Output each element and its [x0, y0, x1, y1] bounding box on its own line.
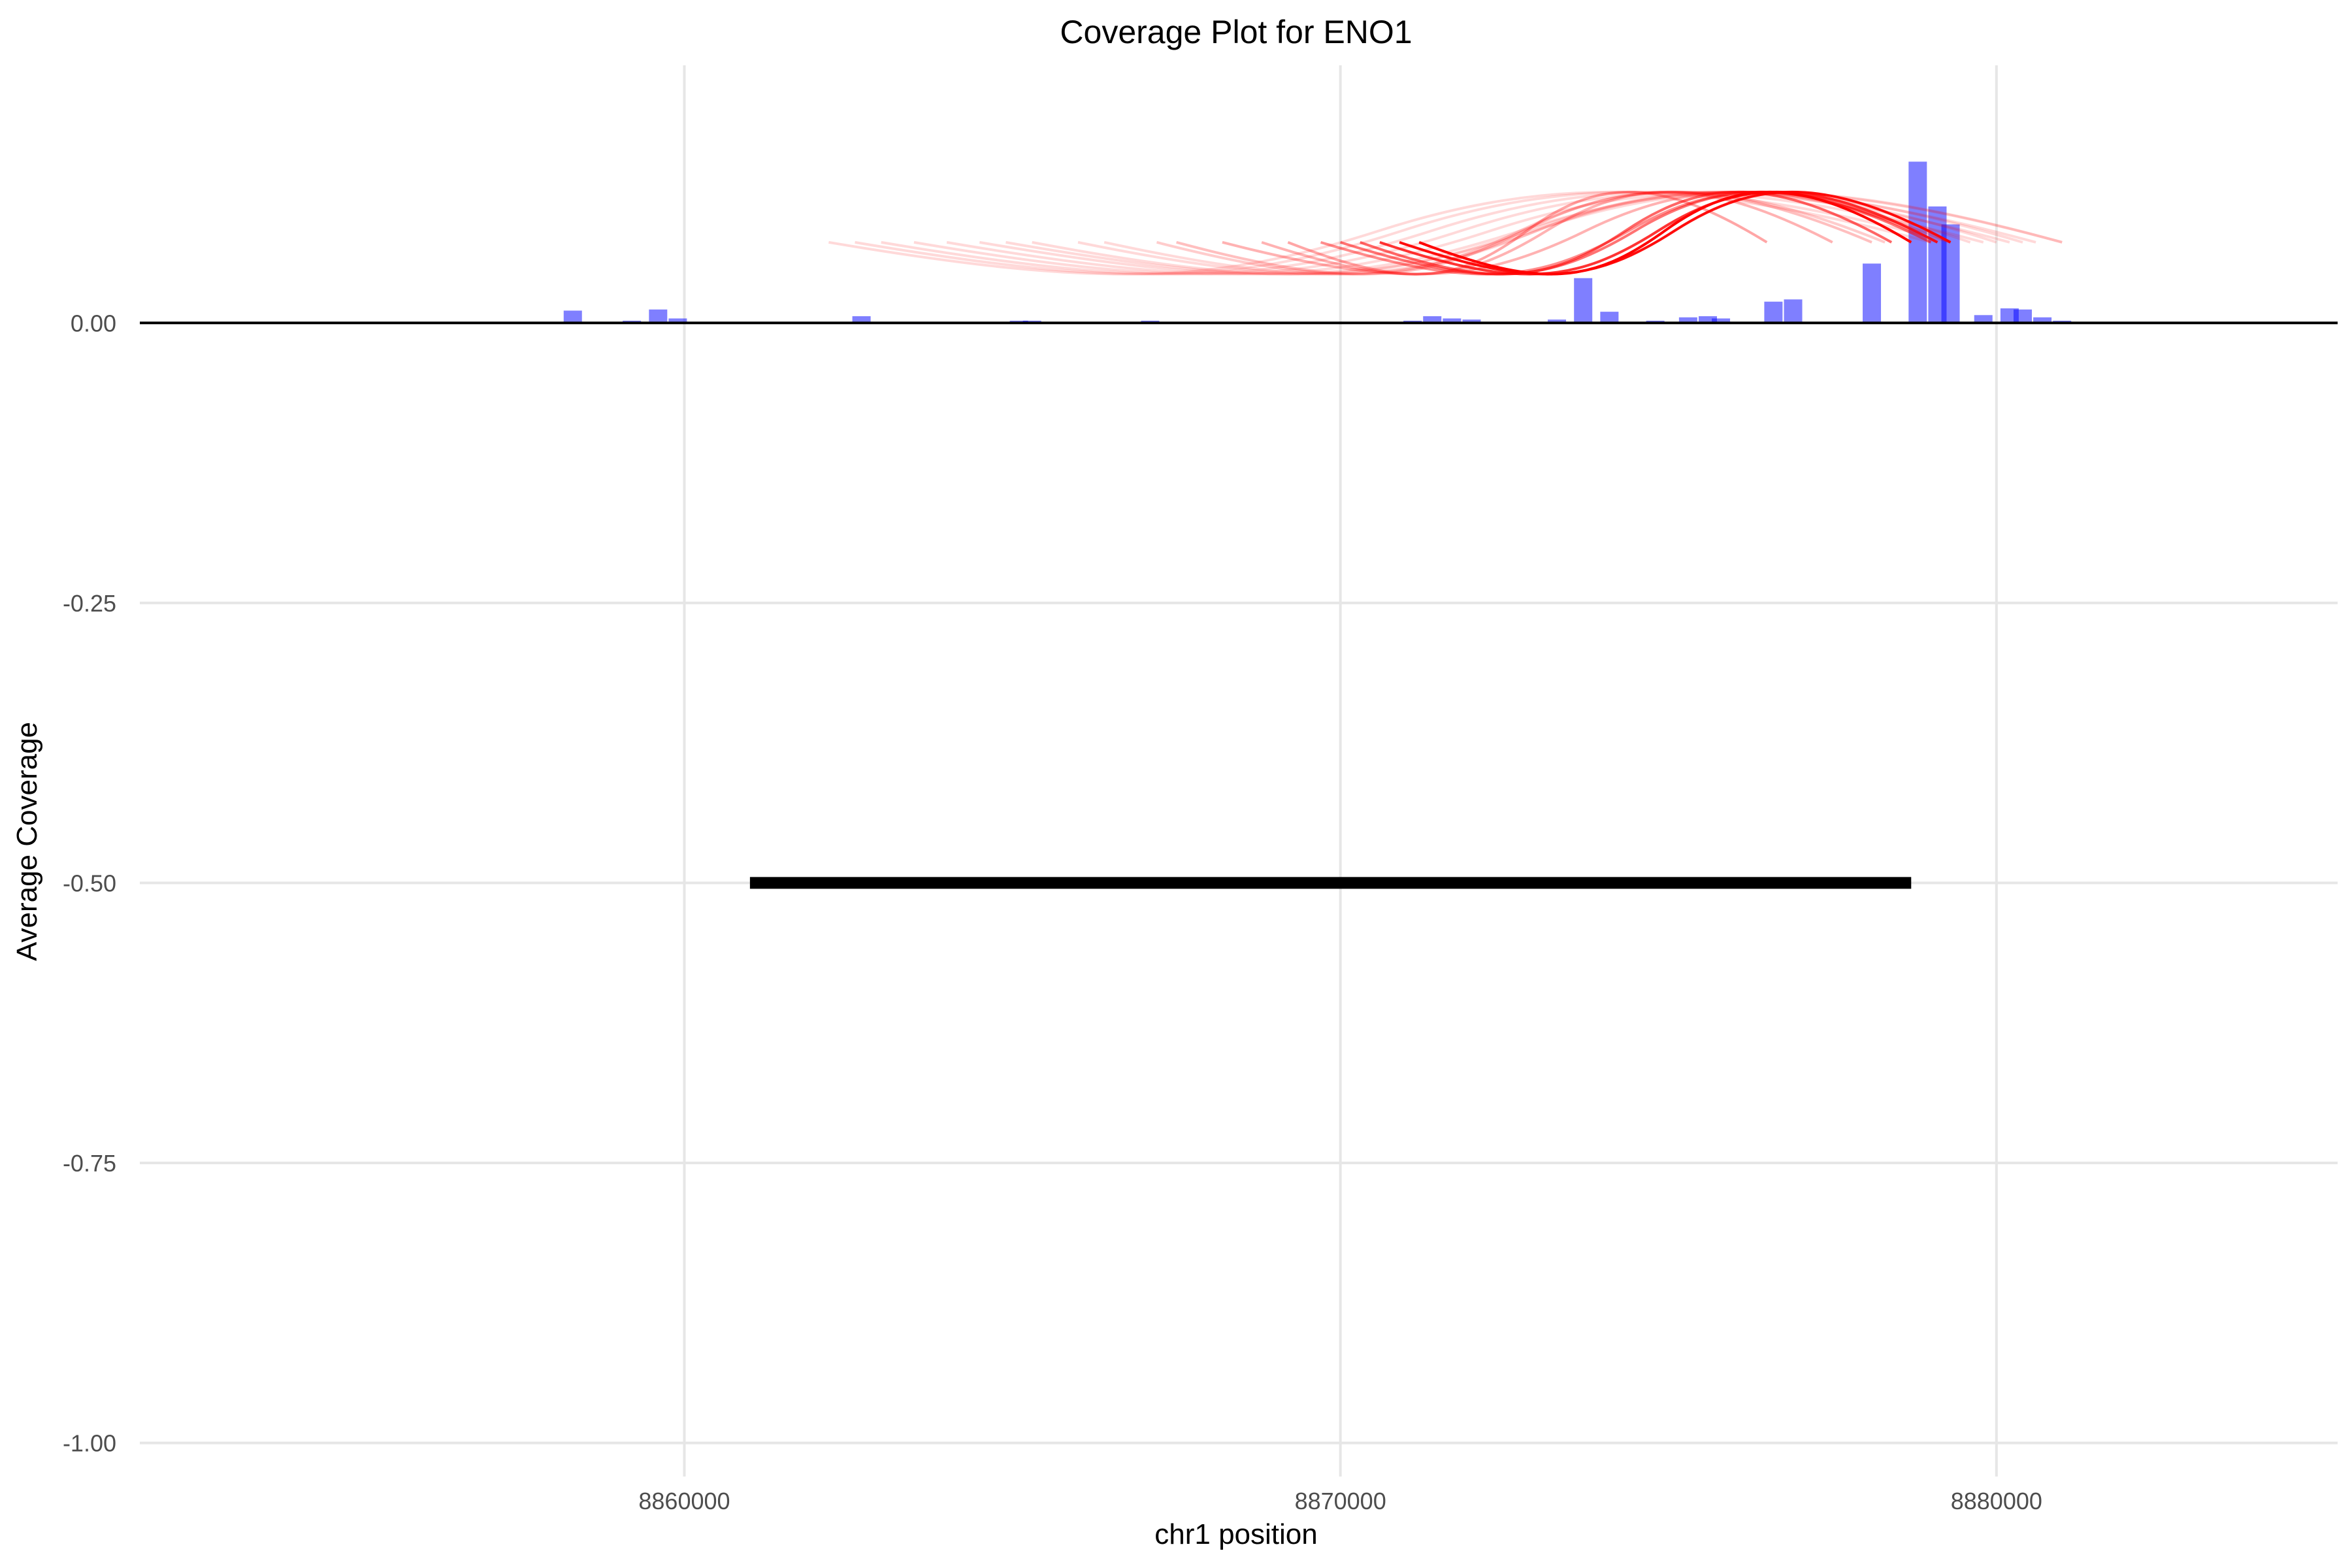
coverage-bar: [1462, 319, 1481, 323]
junction-arc: [1379, 190, 1938, 276]
y-axis-tick-labels: 0.00 -0.25 -0.50 -0.75 -1.00: [63, 310, 116, 1456]
y-tick-label: -0.75: [63, 1150, 116, 1177]
junction-arc: [1032, 190, 2023, 276]
coverage-bar: [2013, 309, 2032, 323]
coverage-bar: [1698, 316, 1717, 323]
coverage-bar: [563, 310, 582, 323]
junction-arc: [979, 190, 2063, 276]
coverage-bar: [1908, 161, 1927, 323]
coverage-bar: [2033, 317, 2052, 323]
coverage-bar: [1863, 263, 1882, 323]
junction-arc: [1156, 190, 1886, 276]
coverage-bar: [1443, 318, 1462, 323]
coverage-bar: [1941, 224, 1960, 323]
coverage-bar: [1712, 318, 1731, 323]
coverage-bar: [1548, 319, 1567, 323]
y-tick-label: -0.50: [63, 870, 116, 896]
coverage-bar: [852, 316, 871, 323]
junction-arc: [913, 190, 2010, 276]
y-tick-label: -1.00: [63, 1430, 116, 1457]
x-tick-label: 8870000: [1295, 1488, 1386, 1514]
y-tick-label: -0.25: [63, 590, 116, 617]
coverage-bars: [360, 161, 2104, 323]
coverage-bar: [1600, 312, 1619, 323]
junction-arc: [881, 190, 1984, 276]
junction-arc: [1399, 190, 1952, 276]
coverage-bar: [649, 309, 668, 323]
grid-lines: [140, 65, 2338, 1477]
coverage-bar: [668, 318, 687, 323]
x-axis-title: chr1 position: [1154, 1518, 1317, 1550]
junction-arc: [1360, 190, 1893, 276]
x-tick-label: 8860000: [638, 1488, 730, 1514]
junction-arc: [1287, 190, 1768, 276]
junction-arc: [1418, 190, 1912, 276]
coverage-bar: [1764, 301, 1783, 323]
y-axis-title: Average Coverage: [11, 722, 43, 961]
y-tick-label: 0.00: [71, 310, 116, 336]
coverage-bar: [1574, 278, 1593, 323]
x-tick-label: 8880000: [1951, 1488, 2042, 1514]
coverage-bar: [1423, 316, 1442, 323]
junction-arc: [1103, 190, 1971, 276]
junction-arc: [1005, 190, 2063, 276]
chart-title: Coverage Plot for ENO1: [1060, 14, 1412, 50]
coverage-bar: [1974, 315, 1993, 323]
coverage-bar: [1784, 299, 1803, 323]
x-axis-tick-labels: 8860000 8870000 8880000: [638, 1488, 2042, 1514]
junction-arc: [1261, 190, 1833, 276]
coverage-bar: [1678, 317, 1697, 323]
junction-arcs: [828, 190, 2063, 276]
